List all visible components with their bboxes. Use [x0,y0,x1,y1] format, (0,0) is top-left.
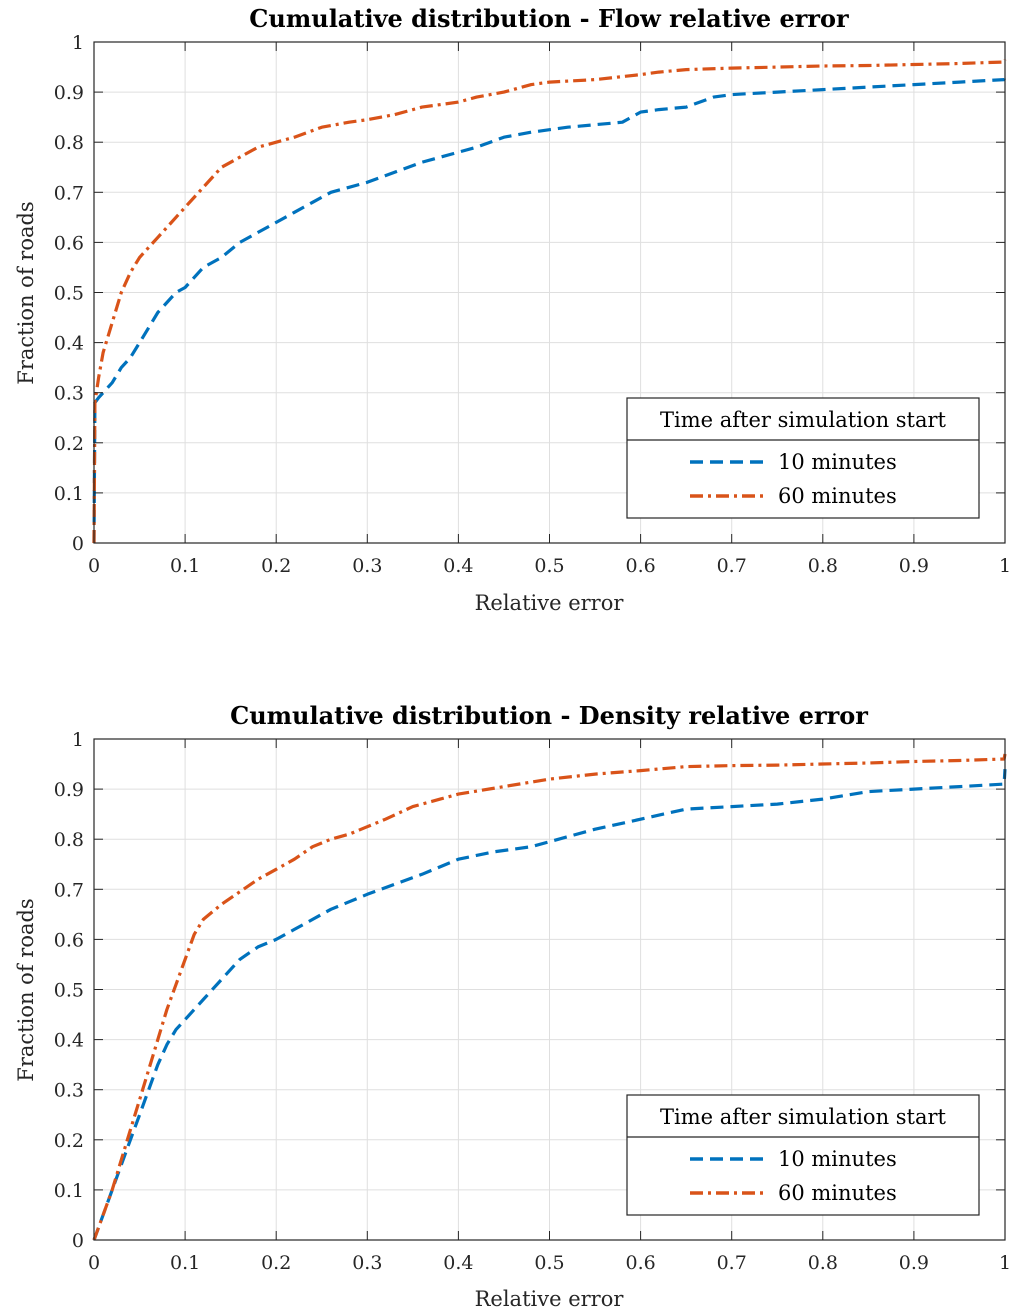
x-tick-label: 0.5 [534,555,564,577]
y-tick-label: 0.7 [54,182,84,204]
legend-title: Time after simulation start [660,1105,947,1129]
legend: Time after simulation start 10 minutes 6… [626,397,980,519]
y-tick-label: 0.3 [54,383,84,405]
y-tick-label: 1 [72,32,84,54]
x-tick-label: 0 [88,555,100,577]
x-tick-label: 0.2 [261,1252,291,1274]
x-tick-label: 0.1 [170,555,200,577]
y-tick-label: 0.3 [54,1080,84,1102]
x-tick-label: 0.6 [625,1252,655,1274]
x-axis-label: Relative error [475,591,625,615]
x-tick-label: 0.8 [808,1252,838,1274]
legend-title: Time after simulation start [660,408,947,432]
chart-title: Cumulative distribution - Density relati… [230,701,868,730]
y-tick-label: 0.5 [54,283,84,305]
x-tick-label: 0.4 [443,1252,473,1274]
y-tick-label: 0.1 [54,483,84,505]
y-axis-label: Fraction of roads [14,898,38,1081]
y-tick-label: 0.1 [54,1180,84,1202]
legend-entry-10-minutes: 10 minutes [778,450,897,474]
legend-entry-10-minutes: 10 minutes [778,1147,897,1171]
y-tick-label: 0.8 [54,829,84,851]
x-tick-label: 0.3 [352,1252,382,1274]
legend-entry-60-minutes: 60 minutes [778,484,897,508]
x-tick-label: 0.1 [170,1252,200,1274]
x-tick-label: 0.6 [625,555,655,577]
y-tick-label: 0.7 [54,879,84,901]
y-axis-label: Fraction of roads [14,201,38,384]
x-tick-label: 0.9 [899,555,929,577]
y-tick-label: 1 [72,729,84,751]
y-tick-label: 0.4 [54,1030,84,1052]
y-tick-label: 0.4 [54,333,84,355]
chart-flow: Cumulative distribution - Flow relative … [14,4,1011,615]
x-tick-label: 1 [999,1252,1011,1274]
legend: Time after simulation start 10 minutes 6… [626,1094,980,1216]
x-tick-label: 0.7 [717,555,747,577]
series-layer [92,753,1007,1241]
chart-title: Cumulative distribution - Flow relative … [249,4,849,33]
series-layer [92,58,1007,544]
y-tick-label: 0 [72,1230,84,1252]
tick-labels: 0 0.1 0.2 0.3 0.4 0.5 0.6 0.7 0.8 0.9 1 0 0.1 0.2 0.3 0… [54,729,1011,1274]
y-tick-label: 0.8 [54,132,84,154]
series-line-10-minutes [92,769,1007,1241]
tick-labels: 0 0.1 0.2 0.3 0.4 0.5 0.6 0.7 0.8 0.9 1 0 0.1 0.2 0.3 0… [54,32,1011,577]
ticks [93,738,1006,1241]
x-tick-label: 0.7 [717,1252,747,1274]
x-tick-label: 0.3 [352,555,382,577]
y-tick-label: 0.9 [54,82,84,104]
legend-box [626,1094,980,1216]
series-line-60-minutes [92,753,1007,1241]
y-tick-label: 0.2 [54,1130,84,1152]
y-tick-label: 0.6 [54,232,84,254]
y-tick-label: 0 [72,533,84,555]
x-axis-label: Relative error [475,1287,625,1311]
series-line-10-minutes [92,71,1007,544]
legend-box [626,397,980,519]
x-tick-label: 0 [88,1252,100,1274]
x-tick-label: 1 [999,555,1011,577]
y-tick-label: 0.5 [54,980,84,1002]
x-tick-label: 0.5 [534,1252,564,1274]
x-tick-label: 0.8 [808,555,838,577]
x-tick-label: 0.4 [443,555,473,577]
y-tick-label: 0.9 [54,779,84,801]
chart-density: Cumulative distribution - Density relati… [14,701,1011,1311]
x-tick-label: 0.2 [261,555,291,577]
y-tick-label: 0.6 [54,929,84,951]
legend-entry-60-minutes: 60 minutes [778,1181,897,1205]
y-tick-label: 0.2 [54,433,84,455]
ticks [93,41,1006,544]
series-line-60-minutes [92,58,1007,544]
x-tick-label: 0.9 [899,1252,929,1274]
